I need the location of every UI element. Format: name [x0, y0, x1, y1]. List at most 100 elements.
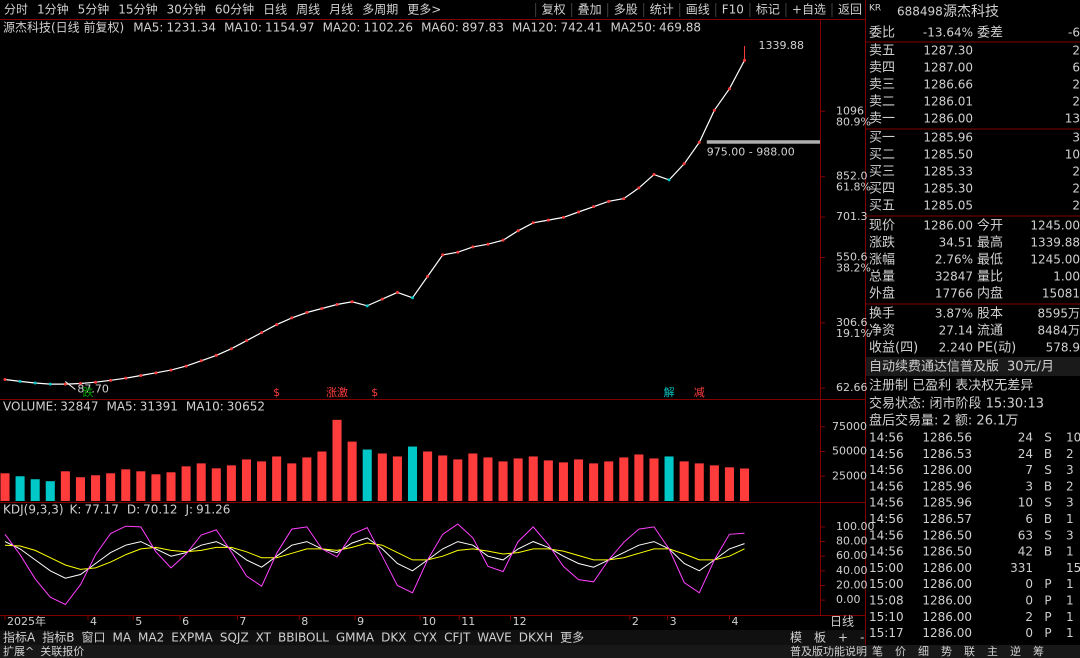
indicator-tab[interactable]: 指标B: [42, 630, 74, 645]
period-tab[interactable]: 1分钟: [37, 2, 69, 17]
side-tab[interactable]: 逆: [1010, 644, 1021, 658]
volume-bar: [543, 460, 553, 501]
indicator-tab[interactable]: GMMA: [336, 631, 375, 645]
side-tab[interactable]: 细: [918, 645, 929, 658]
quote-label: 量比: [977, 270, 1003, 285]
y-tick-label: 62.66: [836, 381, 868, 394]
book-price: 1286.00: [923, 112, 973, 126]
indicator-tab[interactable]: WAVE: [477, 631, 511, 645]
y-tick-label: 75000: [832, 420, 867, 433]
ma-name: MA20:: [323, 21, 361, 35]
tick-count: 10: [1066, 431, 1080, 445]
period-tab[interactable]: 30分钟: [167, 2, 206, 17]
volume-bar: [558, 462, 568, 501]
indicator-tab[interactable]: SQJZ: [220, 631, 249, 645]
kdj-line: [4, 523, 745, 606]
toolbar-action[interactable]: +自选: [792, 3, 826, 17]
book-label: 买二: [869, 148, 895, 163]
volume-bar: [453, 459, 463, 501]
indicator-tab[interactable]: DKXH: [519, 631, 553, 645]
stock-name: 源杰科技: [943, 4, 999, 20]
book-volume: 2: [1072, 78, 1080, 92]
indicator-tab[interactable]: DKX: [381, 631, 406, 645]
quote-label: 最高: [977, 235, 1003, 251]
promo-text[interactable]: 自动续费通达信普及版: [869, 360, 999, 375]
template-tool[interactable]: +: [838, 631, 848, 645]
template-tool[interactable]: 模: [790, 631, 802, 645]
status-link[interactable]: 扩展^: [3, 644, 34, 658]
period-tab[interactable]: 5分钟: [78, 2, 110, 17]
tick-price: 1286.57: [922, 512, 972, 526]
quote-value: 1245.00: [1030, 219, 1080, 233]
volume-bar: [181, 466, 191, 501]
indicator-tab[interactable]: CFJT: [444, 631, 471, 645]
volume-bar: [121, 469, 131, 501]
indicator-tab[interactable]: XT: [256, 631, 272, 645]
close-point: [426, 274, 430, 278]
volume-legend-value: 31391: [140, 400, 178, 414]
volume-bar: [15, 476, 25, 501]
tick-time: 15:10: [869, 610, 904, 624]
template-tool[interactable]: -: [860, 631, 864, 645]
side-tab[interactable]: 笔: [872, 644, 883, 658]
y-tick-label: 852.0: [836, 170, 868, 183]
y-tick-label: 20.00: [836, 578, 868, 591]
close-point: [561, 215, 565, 219]
volume-bar: [619, 457, 629, 501]
indicator-tab[interactable]: 窗口: [81, 631, 105, 645]
tick-side: P: [1044, 626, 1051, 640]
toolbar-action[interactable]: 统计: [650, 3, 674, 17]
period-tab[interactable]: 60分钟: [215, 2, 254, 17]
indicator-tab[interactable]: CYX: [413, 631, 437, 645]
toolbar-action[interactable]: 多股: [614, 3, 638, 17]
book-volume: 2: [1072, 44, 1080, 58]
period-tab[interactable]: 15分钟: [118, 2, 157, 17]
low-marker: [65, 381, 76, 390]
period-tab[interactable]: 更多>: [407, 3, 441, 17]
tick-price: 1285.96: [922, 479, 972, 493]
period-tab[interactable]: 多周期: [362, 3, 398, 17]
book-volume: 10: [1065, 148, 1080, 162]
side-tab[interactable]: 筹: [1033, 644, 1044, 658]
close-point: [712, 108, 716, 112]
tick-volume: 0: [1025, 594, 1033, 608]
period-tab[interactable]: 日线: [263, 3, 287, 17]
toolbar-action[interactable]: 返回: [838, 3, 862, 17]
ma-name: MA5:: [133, 21, 163, 35]
toolbar-action[interactable]: 复权: [542, 3, 566, 17]
indicator-tab[interactable]: 更多: [560, 631, 584, 645]
tick-count: 2: [1066, 447, 1074, 461]
toolbar-action[interactable]: F10: [722, 3, 744, 17]
ma-name: MA250:: [610, 21, 656, 35]
tick-time: 15:08: [869, 594, 904, 608]
status-center[interactable]: 普及版功能说明: [790, 644, 867, 658]
period-tab[interactable]: 周线: [296, 3, 320, 17]
indicator-tab[interactable]: MA2: [138, 631, 164, 645]
indicator-tab[interactable]: EXPMA: [171, 631, 213, 645]
tick-count: 2: [1066, 479, 1074, 493]
promo-price[interactable]: 30元/月: [1007, 360, 1054, 375]
period-tab[interactable]: 月线: [329, 3, 353, 17]
side-tab[interactable]: 联: [964, 645, 975, 658]
toolbar-action[interactable]: 标记: [756, 3, 780, 17]
side-tab[interactable]: 势: [941, 645, 952, 658]
side-tab[interactable]: 主: [987, 645, 998, 658]
quote-label: PE(动): [977, 341, 1016, 356]
indicator-tab[interactable]: MA: [112, 631, 131, 645]
quote-label: 流通: [977, 324, 1003, 339]
indicator-tab[interactable]: 指标A: [3, 630, 36, 645]
side-tab[interactable]: 价: [895, 645, 906, 658]
toolbar-action[interactable]: 叠加: [578, 3, 602, 17]
toolbar-action[interactable]: 画线: [686, 3, 710, 17]
template-tool[interactable]: 板: [814, 631, 826, 645]
status-link[interactable]: 关联报价: [40, 644, 84, 658]
kdj-legend-name: K:: [70, 503, 82, 517]
tick-time: 14:56: [869, 463, 904, 477]
indicator-tab[interactable]: BBIBOLL: [278, 631, 329, 645]
tab-bar: [0, 630, 865, 645]
tick-volume: 42: [1018, 545, 1033, 559]
quote-value: 8484万: [1037, 324, 1080, 338]
period-tab[interactable]: 分时: [4, 3, 28, 17]
quote-value: 32847: [935, 270, 973, 284]
